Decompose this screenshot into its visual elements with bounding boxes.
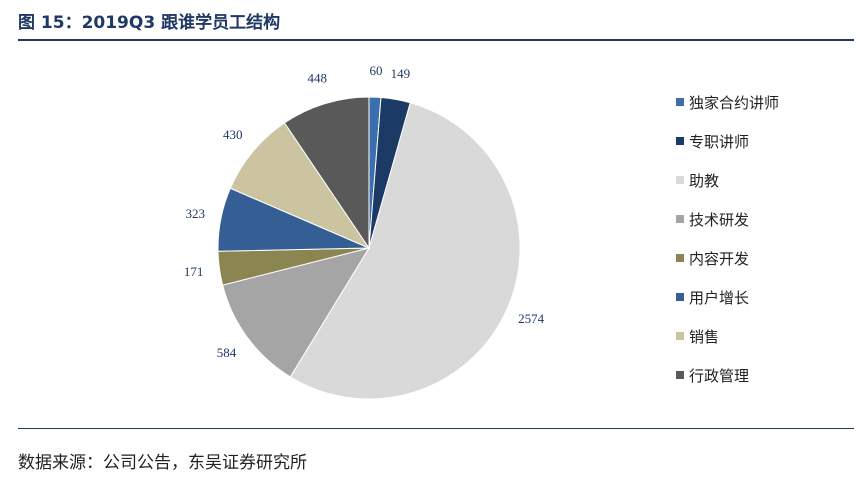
pie-slice: [289, 102, 521, 400]
pie-slice: [222, 247, 371, 378]
chart-title: 图 15：2019Q3 跟谁学员工结构: [18, 13, 281, 33]
legend-label: 专职讲师: [689, 133, 749, 151]
data-label: 2574: [518, 311, 545, 326]
data-label: 171: [184, 264, 204, 279]
source-divider: [18, 428, 854, 429]
legend-swatch: [676, 371, 684, 379]
legend-swatch: [676, 215, 684, 223]
legend-swatch: [676, 137, 684, 145]
data-label: 448: [307, 71, 327, 86]
legend-label: 技术研发: [689, 211, 749, 229]
pie-slices: [217, 96, 521, 400]
data-label: 430: [223, 127, 243, 142]
legend-label: 独家合约讲师: [689, 94, 779, 112]
pie-slice: [229, 122, 371, 250]
legend-swatch: [676, 176, 684, 184]
legend-label: 助教: [689, 172, 719, 190]
data-label: 60: [370, 63, 383, 78]
legend-swatch: [676, 332, 684, 340]
legend-swatch: [676, 254, 684, 262]
data-label: 584: [217, 345, 237, 360]
legend-label: 内容开发: [689, 250, 749, 268]
title-divider: [18, 39, 854, 41]
legend-swatch: [676, 98, 684, 106]
source-note: 数据来源：公司公告，东吴证券研究所: [18, 453, 307, 473]
data-label: 323: [186, 206, 206, 221]
legend-label: 销售: [689, 328, 719, 346]
pie-slice: [283, 96, 370, 250]
data-labels: 60 149 2574 584 171 323 430 448: [184, 63, 545, 360]
legend-label: 用户增长: [689, 289, 749, 307]
data-label: 149: [391, 66, 411, 81]
legend-swatch: [676, 293, 684, 301]
legend-label: 行政管理: [689, 367, 749, 385]
